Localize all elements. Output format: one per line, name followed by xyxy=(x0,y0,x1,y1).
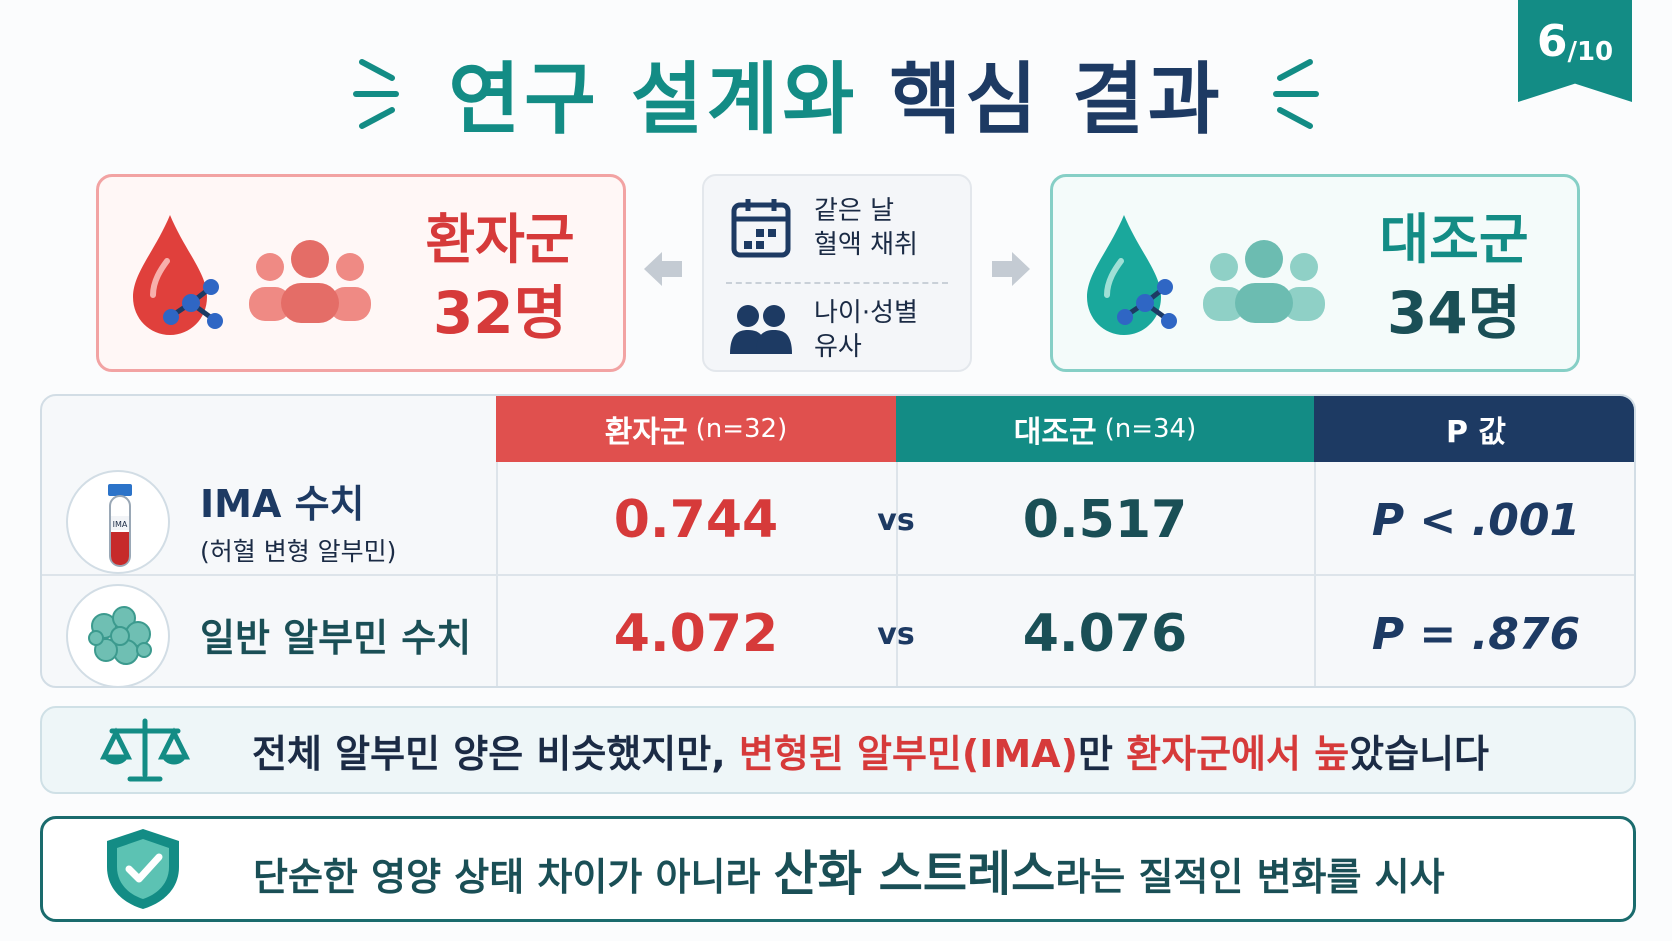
conclusion-part: 라는 질적인 변화를 시사 xyxy=(1055,855,1445,899)
design-divider xyxy=(726,282,948,284)
conclusion-text: 단순한 영양 상태 차이가 아니라 산화 스트레스라는 질적인 변화를 시사 xyxy=(253,834,1603,904)
p-value-text: P < .001 xyxy=(1371,494,1581,546)
page-title: 연구 설계와 핵심 결과 xyxy=(448,37,1223,149)
finding-part: 만 xyxy=(1077,731,1127,776)
control-group-name: 대조군 xyxy=(1379,208,1529,271)
teal-drop-icon xyxy=(1087,215,1177,335)
vs-label: vs xyxy=(877,502,915,538)
patient-group-name: 환자군 xyxy=(425,208,575,271)
conclusion-highlight: 산화 스트레스 xyxy=(773,846,1056,902)
row-label: IMA 수치 (허혈 변형 알부민) xyxy=(200,464,396,576)
row-label-main: IMA 수치 xyxy=(200,481,365,526)
same-day-label-2: 혈액 채취 xyxy=(814,230,918,260)
arrow-right-icon xyxy=(992,252,1030,286)
tube-label: IMA xyxy=(113,520,128,529)
control-value: 0.517 xyxy=(1022,490,1188,550)
title-part-teal: 연구 설계와 xyxy=(448,55,890,145)
matched-label-2: 유사 xyxy=(814,332,862,362)
finding-text: 전체 알부민 양은 비슷했지만, 변형된 알부민(IMA)만 환자군에서 높았습… xyxy=(252,723,1604,778)
control-value: 4.076 xyxy=(1022,604,1188,664)
vs-label: vs xyxy=(877,616,915,652)
header-control: 대조군 (n=34) xyxy=(896,396,1314,462)
finding-part: 전체 알부민 양은 비슷했지만, xyxy=(252,731,739,776)
row-label-main: 일반 알부민 수치 xyxy=(200,615,472,660)
p-value-text: P = .876 xyxy=(1371,608,1581,660)
table-row: IMA IMA 수치 (허혈 변형 알부민) 0.744 vs 0.517 P … xyxy=(42,464,1634,576)
page-total: /10 xyxy=(1567,37,1614,67)
p-value: P = .876 xyxy=(1314,578,1634,686)
two-people-icon xyxy=(730,305,792,354)
header-control-n: (n=34) xyxy=(1104,414,1197,444)
patient-value: 0.744 xyxy=(613,490,779,550)
header-p-value: P 값 xyxy=(1314,396,1634,462)
title-area: 연구 설계와 핵심 결과 xyxy=(0,38,1672,148)
conclusion-part: 단순한 영양 상태 차이가 아니라 xyxy=(253,855,774,899)
patient-value: 4.072 xyxy=(613,604,779,664)
header-patient: 환자군 (n=32) xyxy=(496,396,896,462)
study-design-card: 같은 날 혈액 채취 나이·성별 유사 xyxy=(702,174,972,372)
shield-check-icon xyxy=(107,829,179,909)
finding-highlight: 환자군에서 높 xyxy=(1126,731,1350,776)
people-group-icon xyxy=(249,240,371,323)
control-group-count: 34명 xyxy=(1386,279,1522,347)
patient-group-text: 환자군 32명 xyxy=(385,205,615,351)
row-label: 일반 알부민 수치 xyxy=(200,578,472,686)
blood-drop-icon xyxy=(133,215,223,335)
protein-molecule-icon xyxy=(66,584,170,686)
p-value: P < .001 xyxy=(1314,464,1634,576)
title-part-navy: 핵심 결과 xyxy=(889,55,1224,145)
table-row: 일반 알부민 수치 4.072 vs 4.076 P = .876 xyxy=(42,578,1634,686)
finding-highlight: 변형된 알부민(IMA) xyxy=(738,731,1078,776)
title-burst-right-icon xyxy=(1272,59,1319,129)
header-control-label: 대조군 xyxy=(1013,415,1097,450)
finding-note: 전체 알부민 양은 비슷했지만, 변형된 알부민(IMA)만 환자군에서 높았습… xyxy=(40,706,1636,794)
header-patient-label: 환자군 xyxy=(604,415,688,450)
results-table: 환자군 (n=32) 대조군 (n=34) P 값 IMA IMA 수치 (허혈… xyxy=(40,394,1636,688)
scale-icon xyxy=(100,718,190,782)
header-patient-n: (n=32) xyxy=(695,414,788,444)
row-label-sub: (허혈 변형 알부민) xyxy=(200,536,397,566)
people-group-icon xyxy=(1203,240,1325,323)
patient-group-count: 32명 xyxy=(432,279,568,347)
finding-part: 았습니다 xyxy=(1349,731,1490,776)
same-day-label-1: 같은 날 xyxy=(814,196,895,226)
matched-label-1: 나이·성별 xyxy=(814,298,918,328)
calendar-icon xyxy=(731,199,791,258)
control-group-text: 대조군 34명 xyxy=(1339,205,1569,351)
same-day-row: 같은 날 혈액 채취 xyxy=(730,194,918,262)
patient-group-card: 환자군 32명 xyxy=(96,174,626,372)
blood-tube-icon: IMA xyxy=(66,470,170,574)
matched-row: 나이·성별 유사 xyxy=(730,296,918,364)
conclusion-note: 단순한 영양 상태 차이가 아니라 산화 스트레스라는 질적인 변화를 시사 xyxy=(40,816,1636,922)
title-burst-left-icon xyxy=(353,59,400,129)
page-current: 6 xyxy=(1536,16,1568,67)
header-p-value-label: P 값 xyxy=(1445,415,1507,450)
control-group-card: 대조군 34명 xyxy=(1050,174,1580,372)
arrow-left-icon xyxy=(644,252,682,286)
